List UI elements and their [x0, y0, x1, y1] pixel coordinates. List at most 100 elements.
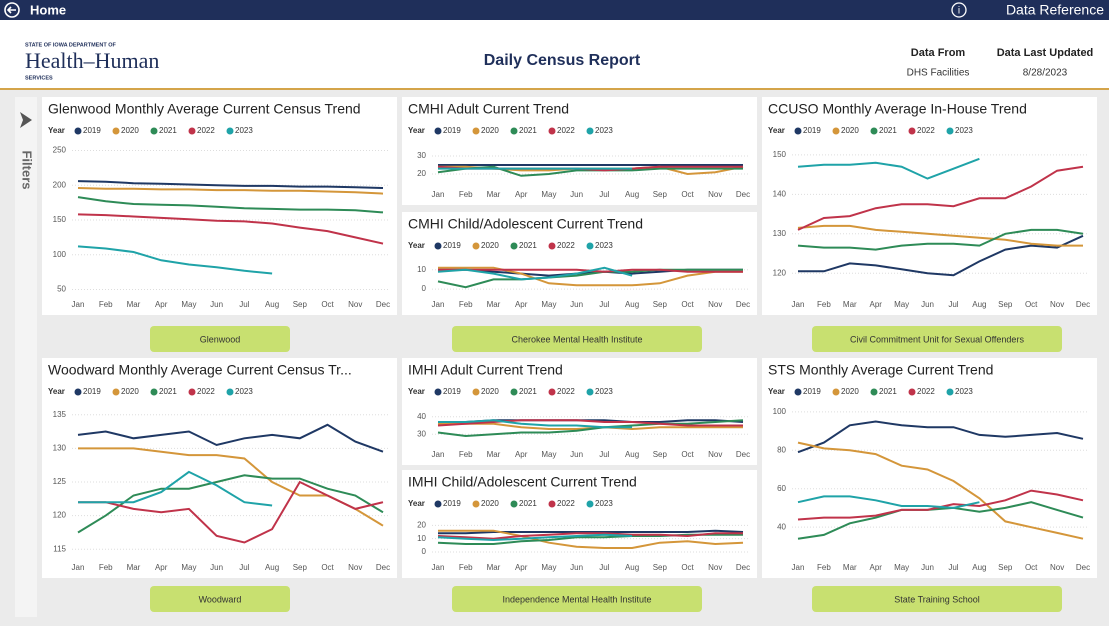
x-tick-label: May — [181, 300, 196, 309]
x-tick-label: Dec — [1076, 563, 1090, 572]
series-line — [797, 157, 980, 180]
filter-pane[interactable] — [15, 97, 37, 617]
legend-marker — [794, 127, 802, 135]
legend-label: 2019 — [443, 387, 461, 396]
chart-panel — [402, 212, 757, 315]
y-tick-label: 10 — [417, 534, 426, 543]
agency-name: Health–Human — [25, 48, 159, 73]
legend-marker — [150, 388, 158, 396]
x-tick-label: Feb — [459, 563, 473, 572]
x-tick-label: Jan — [792, 300, 805, 309]
facility-button[interactable] — [452, 586, 702, 612]
agency-line: STATE OF IOWA DEPARTMENT OF — [25, 42, 116, 48]
x-tick-label: Jan — [432, 300, 445, 309]
legend-marker — [472, 242, 480, 250]
chart-title: IMHI Adult Current Trend — [408, 362, 563, 378]
facility-button-label[interactable]: State Training School — [894, 594, 980, 604]
chart-panel — [402, 358, 757, 465]
legend-label: 2020 — [841, 126, 859, 135]
legend-marker — [832, 388, 840, 396]
chart-title: CMHI Child/Adolescent Current Trend — [408, 216, 643, 232]
legend-label: 2020 — [121, 126, 139, 135]
x-tick-label: Nov — [708, 563, 722, 572]
x-tick-label: Aug — [972, 563, 986, 572]
chart-title: CCUSO Monthly Average In-House Trend — [768, 101, 1027, 117]
info-i: i — [958, 6, 960, 17]
x-tick-label: Jan — [432, 563, 445, 572]
chart-panel — [762, 358, 1097, 578]
series-line — [77, 180, 384, 189]
filters-label[interactable]: Filters — [20, 150, 35, 189]
x-tick-label: Jan — [72, 300, 85, 309]
filter-arrow[interactable] — [20, 112, 32, 128]
home-link[interactable]: Home — [30, 2, 66, 17]
y-tick-label: 10 — [417, 265, 426, 274]
facility-button[interactable] — [812, 586, 1062, 612]
x-tick-label: Nov — [1050, 563, 1064, 572]
facility-button-label[interactable]: Independence Mental Health Institute — [502, 594, 651, 604]
x-tick-label: Mar — [127, 563, 141, 572]
facility-button[interactable] — [452, 326, 702, 352]
y-tick-label: 100 — [53, 250, 67, 259]
legend-label: 2019 — [83, 126, 101, 135]
legend-marker — [112, 127, 120, 135]
x-tick-label: Jul — [948, 300, 958, 309]
legend-marker — [74, 388, 82, 396]
legend-marker — [434, 500, 442, 508]
legend-label: 2020 — [481, 126, 499, 135]
series-line — [797, 441, 1084, 540]
series-line — [77, 423, 384, 453]
legend-marker — [548, 242, 556, 250]
facility-button[interactable] — [150, 586, 290, 612]
facility-button[interactable] — [150, 326, 290, 352]
legend-marker — [510, 500, 518, 508]
facility-button-label[interactable]: Woodward — [199, 594, 242, 604]
legend-label: 2022 — [917, 387, 935, 396]
legend-marker — [548, 388, 556, 396]
facility-button[interactable] — [812, 326, 1062, 352]
home-icon[interactable] — [4, 2, 20, 18]
x-tick-label: Apr — [870, 300, 883, 309]
legend-marker — [870, 388, 878, 396]
y-tick-label: 130 — [53, 443, 67, 452]
legend-label: 2023 — [595, 241, 613, 250]
x-tick-label: Dec — [1076, 300, 1090, 309]
x-tick-label: Aug — [625, 563, 639, 572]
data-reference[interactable]: Data Reference — [1006, 2, 1104, 18]
x-tick-label: Feb — [459, 300, 473, 309]
legend-title: Year — [408, 499, 425, 508]
facility-button-label[interactable]: Cherokee Mental Health Institute — [511, 334, 642, 344]
x-tick-label: Dec — [376, 300, 390, 309]
header — [0, 20, 1109, 88]
x-tick-label: May — [541, 300, 556, 309]
y-tick-label: 80 — [777, 445, 786, 454]
series-line — [438, 266, 743, 287]
chart-panel — [402, 470, 757, 578]
y-tick-label: 250 — [53, 146, 67, 155]
x-tick-label: Apr — [515, 300, 528, 309]
report-title: Daily Census Report — [484, 52, 641, 69]
legend-marker — [586, 500, 594, 508]
info-icon[interactable] — [951, 2, 967, 18]
facility-button-label[interactable]: Glenwood — [200, 334, 241, 344]
x-tick-label: Aug — [265, 300, 279, 309]
x-tick-label: Sep — [653, 300, 668, 309]
legend-label: 2020 — [841, 387, 859, 396]
series-line — [798, 234, 1084, 277]
series-line — [437, 419, 743, 427]
series-line — [77, 245, 273, 275]
x-tick-label: Mar — [487, 190, 501, 199]
x-tick-label: Apr — [155, 563, 168, 572]
legend-marker — [74, 127, 82, 135]
y-tick-label: 0 — [422, 284, 427, 293]
x-tick-label: May — [894, 563, 909, 572]
legend-marker — [794, 388, 802, 396]
facility-button-label[interactable]: Civil Commitment Unit for Sexual Offende… — [850, 334, 1024, 344]
legend-marker — [226, 127, 234, 135]
y-tick-label: 30 — [417, 151, 426, 160]
series-line — [78, 480, 384, 544]
y-tick-label: 120 — [773, 268, 787, 277]
x-tick-label: Apr — [870, 563, 883, 572]
chart-panel — [42, 358, 397, 578]
